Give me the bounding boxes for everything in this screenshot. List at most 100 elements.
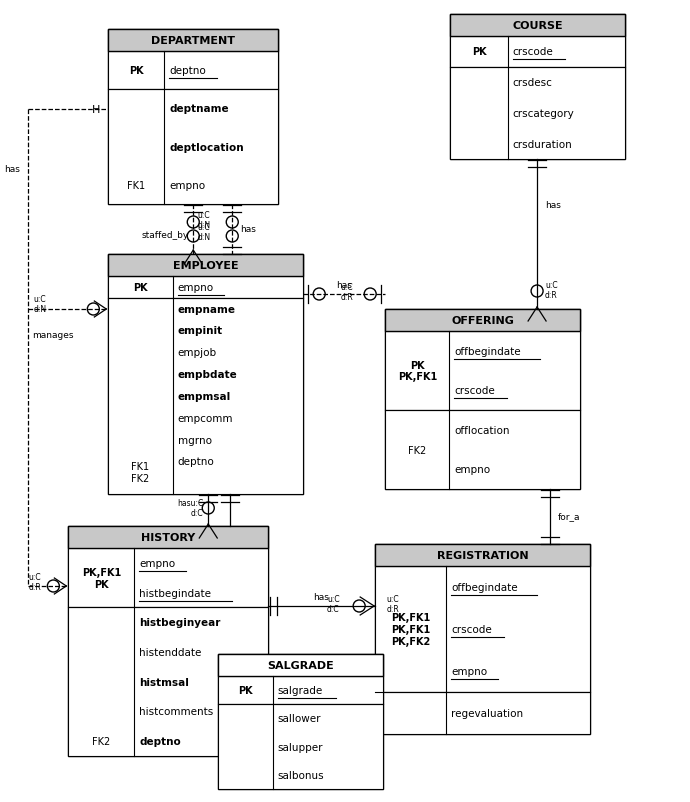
Text: u:C: u:C bbox=[197, 210, 210, 219]
Text: empinit: empinit bbox=[177, 326, 223, 336]
Text: d:R: d:R bbox=[28, 581, 41, 591]
Text: PK,FK1
PK: PK,FK1 PK bbox=[81, 567, 121, 589]
Bar bbox=[450, 67, 625, 160]
Bar bbox=[68, 526, 268, 756]
Text: deptno: deptno bbox=[169, 66, 206, 76]
Text: d:C: d:C bbox=[190, 508, 204, 518]
Text: COURSE: COURSE bbox=[512, 21, 563, 31]
Text: salgrade: salgrade bbox=[277, 685, 323, 695]
Text: d:R: d:R bbox=[545, 290, 558, 299]
Bar bbox=[375, 545, 590, 566]
Text: d:R: d:R bbox=[341, 294, 353, 302]
Bar bbox=[450, 37, 625, 67]
Text: deptlocation: deptlocation bbox=[169, 143, 244, 152]
Text: empmsal: empmsal bbox=[177, 391, 231, 401]
Text: EMPLOYEE: EMPLOYEE bbox=[173, 261, 239, 270]
Text: d:N: d:N bbox=[197, 233, 210, 241]
Text: PK: PK bbox=[472, 47, 486, 57]
Text: crsdesc: crsdesc bbox=[513, 78, 553, 88]
Text: has: has bbox=[240, 225, 256, 234]
Text: mgrno: mgrno bbox=[177, 435, 212, 445]
Bar bbox=[68, 549, 268, 608]
Text: H: H bbox=[92, 105, 100, 115]
Text: FK1
FK2: FK1 FK2 bbox=[131, 462, 150, 484]
Text: manages: manages bbox=[32, 330, 74, 339]
Bar bbox=[218, 704, 383, 789]
Text: u:C: u:C bbox=[545, 280, 558, 290]
Text: PK: PK bbox=[133, 282, 148, 293]
Text: crscode: crscode bbox=[513, 47, 553, 57]
Text: for_a: for_a bbox=[558, 512, 580, 520]
Text: HISTORY: HISTORY bbox=[141, 533, 195, 542]
Text: histenddate: histenddate bbox=[139, 647, 201, 657]
Text: sallower: sallower bbox=[277, 714, 321, 723]
Text: FK2: FK2 bbox=[408, 445, 426, 455]
Bar bbox=[108, 52, 278, 90]
Text: empbdate: empbdate bbox=[177, 370, 237, 379]
Text: offbegindate: offbegindate bbox=[451, 582, 518, 592]
Text: salupper: salupper bbox=[277, 742, 323, 751]
Text: d:N: d:N bbox=[197, 221, 210, 229]
Bar bbox=[385, 310, 580, 331]
Text: empjob: empjob bbox=[177, 348, 217, 358]
Bar bbox=[385, 411, 580, 489]
Text: empno: empno bbox=[139, 558, 175, 568]
Text: FK2: FK2 bbox=[92, 736, 110, 746]
Text: d:C: d:C bbox=[327, 604, 339, 613]
Bar bbox=[218, 654, 383, 676]
Text: crscode: crscode bbox=[455, 386, 495, 395]
Bar bbox=[385, 310, 580, 489]
Text: deptno: deptno bbox=[139, 736, 181, 746]
Bar bbox=[108, 30, 278, 205]
Bar bbox=[450, 15, 625, 160]
Bar bbox=[108, 90, 278, 205]
Text: offlocation: offlocation bbox=[455, 425, 510, 435]
Bar bbox=[385, 331, 580, 411]
Text: histbegindate: histbegindate bbox=[139, 588, 211, 597]
Text: histmsal: histmsal bbox=[139, 677, 189, 687]
Bar bbox=[68, 526, 268, 549]
Text: salbonus: salbonus bbox=[277, 770, 324, 780]
Text: u:C: u:C bbox=[387, 593, 400, 603]
Bar bbox=[218, 654, 383, 789]
Text: PK
PK,FK1: PK PK,FK1 bbox=[397, 360, 437, 382]
Text: empcomm: empcomm bbox=[177, 413, 233, 423]
Text: histbeginyear: histbeginyear bbox=[139, 618, 221, 627]
Text: empno: empno bbox=[177, 282, 214, 293]
Text: has: has bbox=[545, 200, 561, 209]
Text: empno: empno bbox=[451, 666, 487, 676]
Text: d:N: d:N bbox=[33, 305, 46, 314]
Text: u:C: u:C bbox=[197, 222, 210, 231]
Text: histcomments: histcomments bbox=[139, 707, 213, 716]
Text: PK: PK bbox=[238, 685, 253, 695]
Text: has: has bbox=[5, 165, 21, 174]
Text: PK: PK bbox=[129, 66, 144, 76]
Bar bbox=[375, 545, 590, 734]
Text: empno: empno bbox=[169, 180, 206, 191]
Text: d:R: d:R bbox=[387, 604, 400, 613]
Bar bbox=[108, 298, 303, 494]
Text: crsduration: crsduration bbox=[513, 140, 573, 149]
Text: hasu:C: hasu:C bbox=[177, 498, 204, 507]
Bar bbox=[68, 608, 268, 756]
Text: u:C: u:C bbox=[33, 295, 46, 304]
Text: staffed_by: staffed_by bbox=[141, 230, 189, 239]
Text: SALGRADE: SALGRADE bbox=[267, 660, 334, 670]
Text: u:C: u:C bbox=[28, 572, 41, 581]
Text: empno: empno bbox=[455, 464, 491, 475]
Bar bbox=[108, 277, 303, 298]
Text: u:C: u:C bbox=[327, 593, 339, 603]
Bar bbox=[218, 676, 383, 704]
Text: regevaluation: regevaluation bbox=[451, 708, 523, 718]
Text: DEPARTMENT: DEPARTMENT bbox=[151, 36, 235, 46]
Text: empname: empname bbox=[177, 304, 235, 314]
Text: u:C: u:C bbox=[341, 283, 353, 292]
Text: has: has bbox=[313, 592, 329, 601]
Text: has: has bbox=[336, 280, 352, 290]
Text: OFFERING: OFFERING bbox=[451, 316, 514, 326]
Text: deptno: deptno bbox=[177, 456, 215, 467]
Text: REGISTRATION: REGISTRATION bbox=[437, 550, 529, 561]
Text: crscode: crscode bbox=[451, 624, 492, 634]
Bar bbox=[108, 255, 303, 494]
Text: offbegindate: offbegindate bbox=[455, 346, 521, 356]
